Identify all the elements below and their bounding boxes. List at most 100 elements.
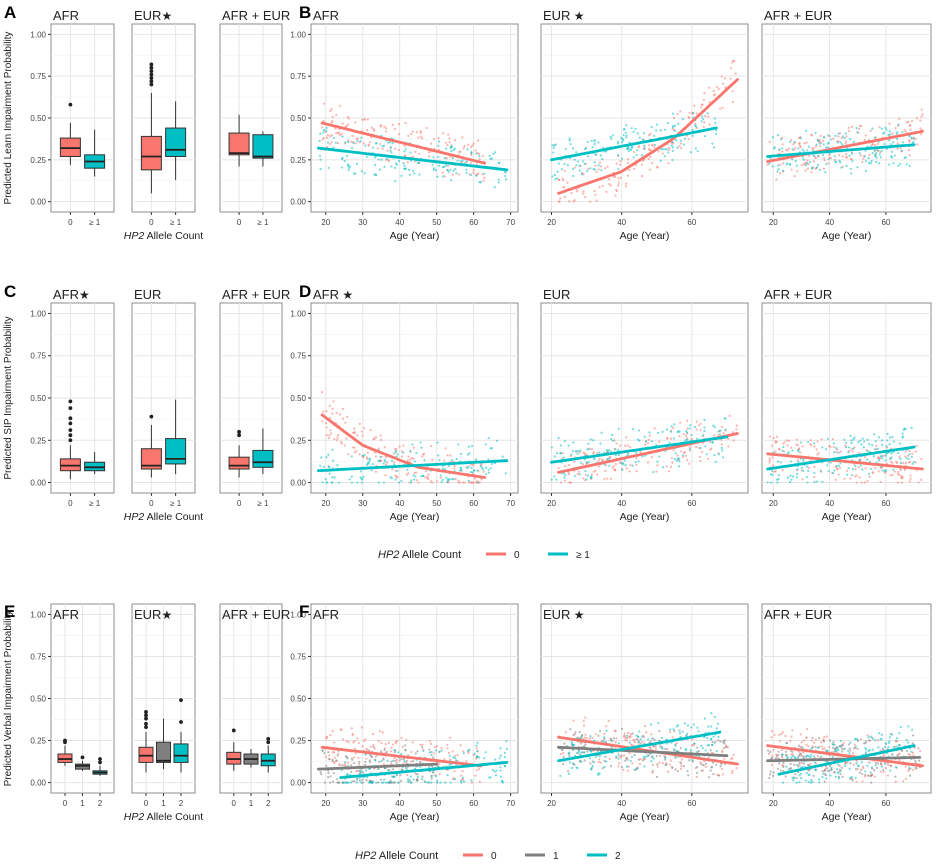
data-point: [441, 165, 445, 169]
x-tick-label: 60: [469, 499, 478, 508]
outlier-point: [68, 416, 73, 421]
data-point: [681, 454, 685, 457]
data-point: [377, 158, 380, 161]
data-point: [781, 731, 784, 734]
data-point: [653, 427, 656, 430]
data-point: [582, 719, 585, 723]
y-tick-label: 0.25: [290, 737, 306, 746]
data-point: [568, 139, 571, 142]
data-point: [441, 171, 444, 174]
data-point: [335, 131, 338, 135]
data-point: [633, 754, 636, 757]
data-point: [381, 147, 384, 150]
box-panel-afr-eur: [219, 302, 283, 494]
data-point: [563, 162, 566, 166]
data-point: [859, 154, 862, 157]
data-point: [418, 152, 421, 155]
data-point: [671, 149, 675, 152]
data-point: [587, 461, 590, 464]
data-point: [833, 469, 836, 472]
data-point: [444, 781, 447, 784]
data-point: [786, 444, 789, 447]
data-point: [880, 127, 883, 130]
data-point: [605, 190, 608, 194]
data-point: [785, 439, 788, 442]
box-0: [59, 399, 81, 480]
data-point: [620, 754, 623, 757]
data-point: [421, 137, 424, 140]
data-point: [659, 159, 662, 162]
data-point: [347, 453, 350, 456]
data-point: [572, 744, 575, 747]
data-point: [647, 738, 650, 741]
legend-item: 1: [525, 851, 559, 862]
data-point: [385, 127, 388, 130]
data-point: [622, 134, 625, 137]
data-point: [384, 474, 387, 477]
data-point: [604, 469, 607, 473]
data-point: [735, 428, 738, 431]
data-point: [655, 165, 658, 168]
data-point: [854, 768, 858, 771]
data-point: [551, 175, 554, 178]
data-point: [347, 168, 350, 172]
data-point: [794, 147, 797, 150]
data-point: [682, 143, 686, 146]
data-point: [322, 131, 325, 134]
data-point: [731, 89, 734, 93]
data-point: [331, 780, 335, 783]
data-point: [475, 744, 478, 747]
data-point: [686, 732, 689, 736]
data-point: [393, 147, 397, 150]
data-point: [331, 751, 334, 754]
data-point: [617, 168, 620, 171]
data-point: [608, 757, 611, 761]
data-point: [732, 753, 735, 756]
data-point: [909, 474, 912, 477]
data-point: [328, 142, 332, 145]
x-axis-title: Age (Year): [822, 811, 872, 823]
data-point: [867, 156, 870, 160]
data-point: [579, 449, 582, 452]
data-point: [827, 158, 830, 161]
data-point: [860, 761, 863, 764]
data-point: [430, 753, 433, 757]
data-point: [658, 440, 661, 443]
data-point: [789, 474, 792, 477]
data-point: [810, 753, 813, 756]
data-point: [463, 481, 466, 484]
data-point: [791, 776, 794, 779]
data-point: [589, 762, 592, 765]
data-point: [875, 156, 878, 159]
data-point: [568, 137, 571, 140]
data-point: [570, 191, 573, 195]
data-point: [891, 132, 894, 135]
data-point: [676, 454, 679, 457]
data-point: [564, 147, 567, 151]
data-point: [577, 752, 580, 755]
data-point: [592, 439, 595, 442]
x-tick-label: 20: [547, 218, 556, 227]
data-point: [901, 131, 904, 134]
data-point: [578, 451, 581, 454]
data-point: [694, 125, 698, 128]
data-point: [888, 436, 892, 439]
data-point: [816, 746, 819, 749]
data-point: [470, 779, 473, 782]
data-point: [455, 759, 458, 762]
data-point: [858, 127, 861, 131]
data-point: [898, 162, 902, 166]
data-point: [575, 151, 578, 154]
data-point: [360, 481, 363, 484]
data-point: [368, 457, 371, 460]
data-point: [325, 129, 328, 132]
data-point: [864, 455, 867, 459]
data-point: [340, 728, 343, 731]
data-point: [889, 155, 893, 158]
data-point: [856, 747, 859, 750]
data-point: [699, 447, 702, 450]
data-point: [609, 477, 613, 480]
data-point: [911, 768, 915, 771]
data-point: [797, 744, 801, 747]
data-point: [912, 754, 915, 757]
